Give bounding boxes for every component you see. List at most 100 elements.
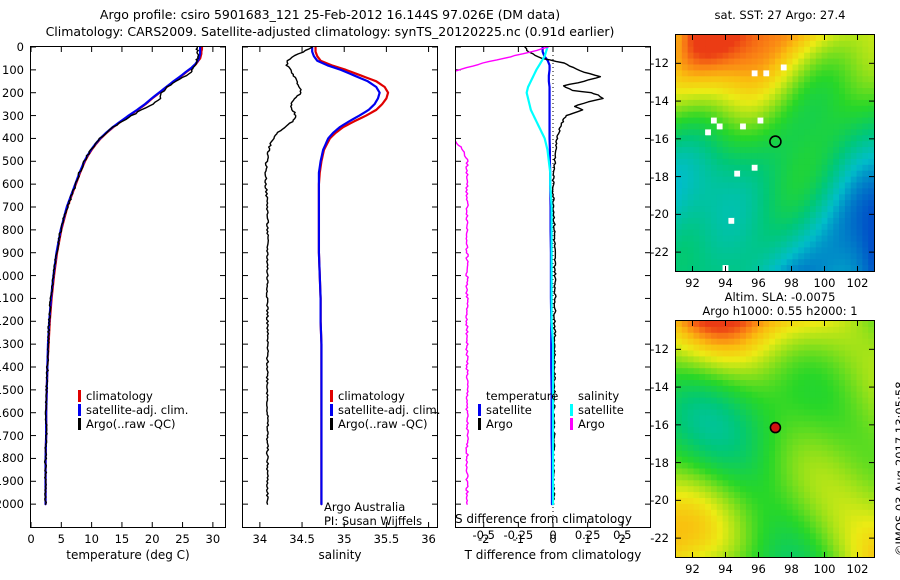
temperature-x-tick-label: 20 [144,532,160,546]
y-tick-label: 1300 [0,337,24,352]
y-tick-label: 1100 [0,291,24,306]
sla-map-title-line2: Argo h1000: 0.55 h2000: 1 [702,304,858,318]
sla-map[interactable] [675,320,875,558]
temperature-legend-label: Argo(..raw -QC) [86,417,176,431]
temperature-legend-label: climatology [86,389,153,403]
temperature-x-axis-title: temperature (deg C) [66,548,190,562]
salinity-x-axis-title: salinity [318,548,362,562]
difference-top-tick-label: 0.5 [613,528,632,542]
temperature-x-tick-label: 5 [57,532,65,546]
imos-credit: ©IMOS 03-Aug-2017 13:05:58 [893,381,900,556]
sla-map-x-tick-label: 92 [685,562,700,576]
sla-map-y-tick-label: -18 [650,455,669,470]
difference-bottom-tick-label: 0 [549,532,557,546]
attribution-pi: PI: Susan Wijffels [324,514,423,528]
difference-top-tick-label: -0.25 [503,528,534,542]
sst-map-y-tick-label: -12 [650,56,669,71]
y-tick-label: 700 [2,200,24,214]
difference-top-tick-label: 0.25 [574,528,601,542]
difference-bottom-tick-label: 2 [618,532,626,546]
salinity-legend-item: climatology [330,389,440,403]
y-tick-label: 1800 [0,451,24,466]
difference-bottom-tick-label: -1 [512,532,525,546]
temperature-x-tick-label: 10 [84,532,99,546]
temperature-x-tick-label: 15 [114,532,130,546]
y-tick-label: 2000 [0,497,24,512]
salinity-legend-swatch [330,418,333,430]
difference-temperature-legend-swatch [478,404,481,416]
y-tick-label: 200 [2,85,24,100]
sst-map-x-tick-label: 102 [846,276,869,290]
sla-map-title-line1: Altim. SLA: -0.0075 [724,290,836,304]
difference-temperature-legend-item: satellite [478,403,558,417]
sla-map-x-tick-label: 96 [751,562,766,576]
difference-salinity-legend-label: satellite [578,403,624,417]
salinity-profile-panel [242,46,438,528]
sst-map-y-tick-label: -14 [650,94,669,109]
sla-map-y-tick-label: -14 [650,380,669,395]
temperature-profile-plot [31,47,225,527]
salinity-legend-swatch [330,390,333,402]
y-tick-label: 1200 [0,314,24,329]
sst-map-title: sat. SST: 27 Argo: 27.4 [714,8,846,22]
difference-legend-temperature: temperature satellite Argo [478,389,558,431]
attribution-block: Argo Australia PI: Susan Wijffels [324,500,422,528]
salinity-x-tick-label: 34 [252,532,268,546]
difference-temperature-legend-swatch [478,418,481,430]
difference-top-axis-title: S difference from climatology [455,512,632,526]
difference-top-tick-label: -0.5 [472,528,495,542]
difference-legend-salinity: salinity satellite Argo [570,389,624,431]
difference-profile-panel [455,46,651,528]
sla-map-x-tick-label: 100 [813,562,836,576]
difference-bottom-tick-label: 1 [583,532,592,546]
difference-salinity-legend-item: satellite [570,403,624,417]
salinity-legend: climatology satellite-adj. clim. Argo(..ra… [330,389,440,431]
sst-map-x-tick-label: 98 [784,276,799,290]
salinity-x-tick-label: 35.5 [373,532,400,546]
y-tick-label: 1900 [0,474,24,489]
difference-bottom-axis-title: T difference from climatology [464,548,642,562]
difference-bottom-tick-label: -2 [477,532,490,546]
sst-map-y-tick-label: -16 [650,131,669,146]
sst-map[interactable] [675,34,875,272]
difference-salinity-legend-item: Argo [570,417,624,431]
y-tick-label: 1400 [0,360,24,374]
difference-profile-plot [456,47,650,527]
sla-map-x-tick-label: 94 [718,562,733,576]
y-tick-label: 900 [2,245,24,260]
temperature-x-tick-label: 30 [205,532,221,546]
temperature-x-tick-label: 25 [175,532,190,546]
difference-salinity-legend-item: salinity [570,389,624,403]
difference-salinity-legend-label: Argo [578,417,605,431]
title-line-2: Climatology: CARS2009. Satellite-adjuste… [45,24,615,39]
temperature-x-tick-label: 0 [27,532,35,546]
sst-map-x-tick-label: 94 [718,276,733,290]
sst-map-y-tick-label: -22 [650,245,669,260]
temperature-legend-swatch [78,390,81,402]
difference-temperature-legend-label: satellite [486,403,532,417]
salinity-legend-item: Argo(..raw -QC) [330,417,440,431]
sla-map-raster [676,321,874,557]
figure-title: Argo profile: csiro 5901683_121 25-Feb-2… [0,6,660,40]
temperature-legend-item: climatology [78,389,188,403]
sla-map-y-tick-label: -20 [650,493,669,508]
salinity-legend-label: Argo(..raw -QC) [338,417,428,431]
salinity-legend-label: satellite-adj. clim. [338,403,441,417]
sst-map-y-tick-label: -18 [650,169,669,184]
salinity-profile-plot [243,47,437,527]
temperature-legend-swatch [78,404,81,416]
difference-temperature-legend-label: Argo [486,417,513,431]
sst-map-x-tick-label: 92 [685,276,700,290]
y-tick-label: 0 [16,40,24,54]
temperature-legend: climatology satellite-adj. clim. Argo(..ra… [78,389,188,431]
difference-temperature-legend-group-header: temperature [486,389,559,403]
sla-map-x-tick-label: 98 [784,562,799,576]
sst-map-x-tick-label: 100 [813,276,836,290]
salinity-x-tick-label: 35 [336,532,352,546]
sla-map-y-tick-label: -12 [650,342,669,357]
title-line-1: Argo profile: csiro 5901683_121 25-Feb-2… [99,7,561,22]
difference-salinity-legend-group-header: salinity [578,389,620,403]
y-tick-label: 100 [2,62,24,77]
sst-map-x-tick-label: 96 [751,276,766,290]
sst-map-y-tick-label: -20 [650,207,669,222]
